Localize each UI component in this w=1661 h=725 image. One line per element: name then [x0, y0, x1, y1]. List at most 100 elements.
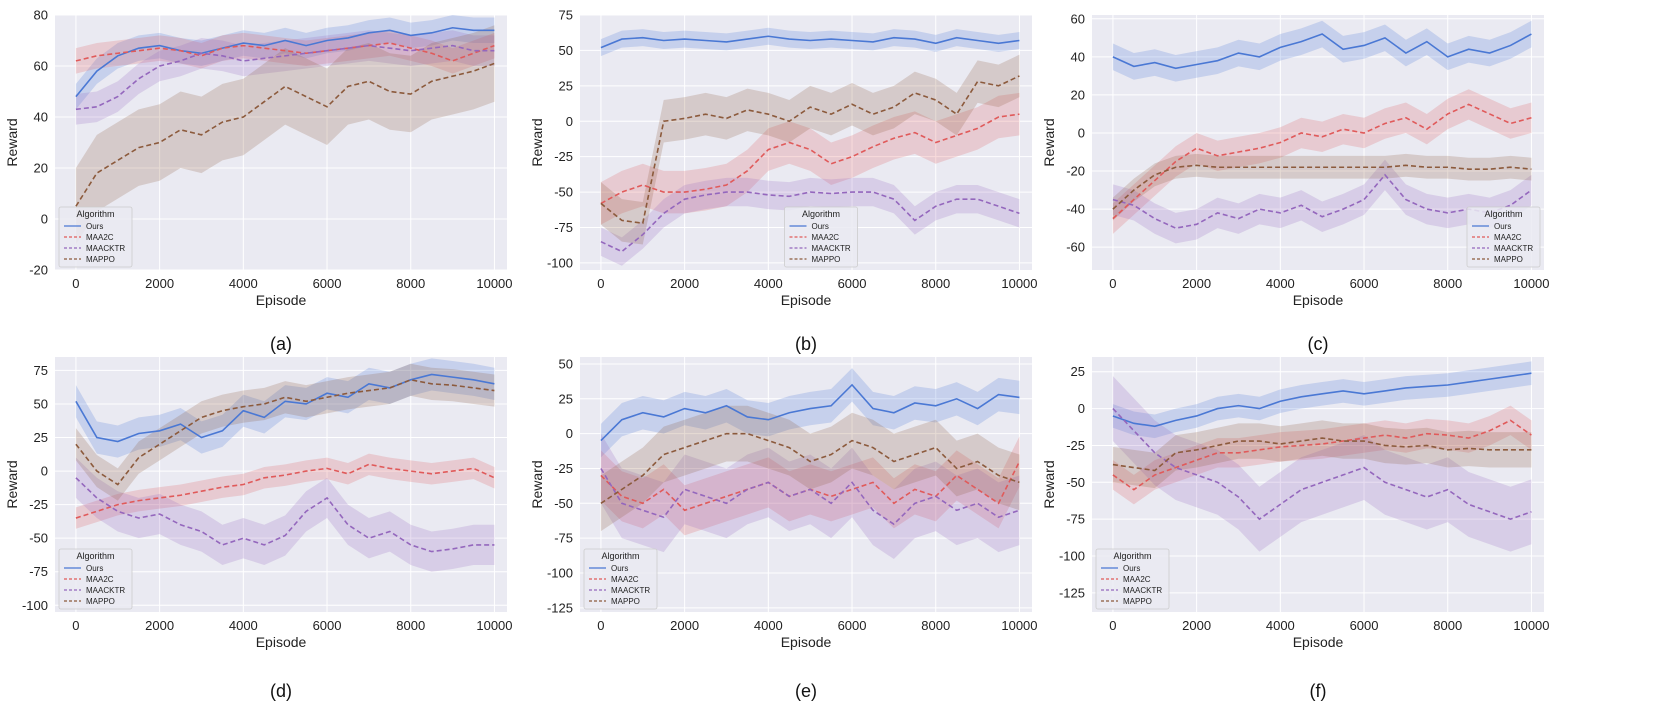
y-tick-label: 50 [559, 43, 573, 58]
x-tick-label: 4000 [1266, 276, 1295, 291]
y-axis-label: Reward [4, 118, 20, 166]
legend: Algorithm Ours MAA2C MAACKTR MAPPO [784, 206, 858, 268]
legend-label: MAA2C [86, 575, 114, 584]
legend-label: MAA2C [1494, 233, 1522, 242]
x-tick-label: 0 [1109, 276, 1116, 291]
chart-panel: 0 2000 4000 6000 8000 10000 -125 -100 -75 -50 -25 0… [529, 356, 1038, 701]
panel-label: (a) [270, 334, 292, 354]
chart-panel: 0 2000 4000 6000 8000 10000 -100 -75 -50 -25 0 25 50… [4, 357, 513, 701]
plot-content [75, 358, 495, 572]
legend-label: Ours [1494, 222, 1511, 231]
legend-label: MAACKTR [812, 244, 851, 253]
legend-label: MAPPO [1123, 597, 1152, 606]
y-tick-label: 25 [559, 78, 573, 93]
legend-label: MAA2C [86, 233, 114, 242]
y-tick-label: 75 [34, 363, 48, 378]
y-tick-label: 50 [559, 356, 573, 371]
x-tick-label: 4000 [1266, 618, 1295, 633]
legend-label: Ours [1123, 564, 1140, 573]
legend-box [583, 548, 658, 610]
x-tick-label: 6000 [1350, 618, 1379, 633]
series-line [1112, 408, 1532, 521]
legend-label: MAACKTR [86, 244, 125, 253]
y-tick-label: -100 [1059, 548, 1085, 563]
confidence-band [75, 15, 495, 110]
series-line [600, 468, 1020, 526]
y-tick-label: 0 [1078, 125, 1085, 140]
legend-label: MAPPO [86, 255, 115, 264]
confidence-band [1112, 420, 1532, 489]
x-tick-label: 6000 [313, 276, 342, 291]
confidence-band [1112, 20, 1532, 82]
x-tick-label: 0 [72, 618, 79, 633]
x-axis-label: Episode [256, 292, 307, 308]
x-tick-label: 8000 [921, 276, 950, 291]
y-tick-label: -50 [29, 531, 48, 546]
legend-label: MAACKTR [1494, 244, 1533, 253]
legend-label: Ours [86, 564, 103, 573]
legend-label: MAA2C [812, 233, 840, 242]
y-tick-label: 40 [1071, 49, 1085, 64]
confidence-band [1112, 89, 1532, 234]
legend-title: Algorithm [1484, 209, 1522, 219]
x-tick-label: 2000 [670, 276, 699, 291]
confidence-band [600, 433, 1020, 560]
confidence-band [600, 368, 1020, 458]
y-tick-label: 40 [34, 110, 48, 125]
series-line [75, 26, 495, 98]
y-axis-label: Reward [1041, 460, 1057, 508]
series-line [1112, 164, 1532, 210]
plot-content [600, 368, 1021, 560]
confidence-band [600, 177, 1020, 266]
confidence-band [75, 457, 495, 572]
legend-box [784, 206, 858, 268]
confidence-band [75, 453, 495, 529]
panel-label: (d) [270, 681, 292, 701]
y-tick-label: -125 [547, 600, 573, 615]
legend-title: Algorithm [601, 551, 639, 561]
legend-label: MAACKTR [86, 586, 125, 595]
series-line [1112, 173, 1532, 229]
x-axis-label: Episode [1293, 292, 1344, 308]
y-tick-label: -75 [1066, 512, 1085, 527]
confidence-band [1112, 361, 1532, 439]
x-axis-label: Episode [1293, 634, 1344, 650]
x-tick-label: 8000 [921, 618, 950, 633]
series-line [75, 477, 495, 553]
confidence-band [1112, 405, 1532, 505]
x-tick-label: 0 [597, 276, 604, 291]
y-tick-label: 60 [34, 59, 48, 74]
x-tick-label: 2000 [670, 618, 699, 633]
confidence-band [1112, 153, 1532, 221]
y-tick-label: 0 [1078, 401, 1085, 416]
x-tick-label: 2000 [145, 618, 174, 633]
y-tick-label: 25 [1071, 364, 1085, 379]
legend-label: MAPPO [86, 597, 115, 606]
legend-label: MAACKTR [611, 586, 650, 595]
y-axis-label: Reward [529, 118, 545, 166]
plot-content [1112, 361, 1532, 552]
panel-label: (c) [1308, 334, 1329, 354]
x-tick-label: 6000 [1350, 276, 1379, 291]
x-tick-label: 10000 [1513, 276, 1549, 291]
chart-panel: 0 2000 4000 6000 8000 10000 -20 0 20 40 60 80 Episod… [4, 8, 513, 355]
legend-label: MAPPO [1494, 255, 1523, 264]
series-line [75, 44, 495, 111]
y-tick-label: 0 [41, 464, 48, 479]
y-tick-label: -50 [1066, 475, 1085, 490]
legend-label: MAA2C [1123, 575, 1151, 584]
legend-title: Algorithm [1113, 551, 1151, 561]
series-line [1112, 437, 1532, 472]
legend-box [1095, 548, 1170, 610]
series-line [75, 463, 495, 519]
series-line [75, 62, 495, 207]
series-line [600, 113, 1020, 205]
y-tick-label: -40 [1066, 202, 1085, 217]
series-line [75, 42, 495, 62]
series-line [600, 75, 1020, 225]
legend-title: Algorithm [802, 209, 840, 219]
x-tick-label: 0 [72, 276, 79, 291]
legend-title: Algorithm [76, 209, 114, 219]
legend-label: Ours [812, 222, 829, 231]
